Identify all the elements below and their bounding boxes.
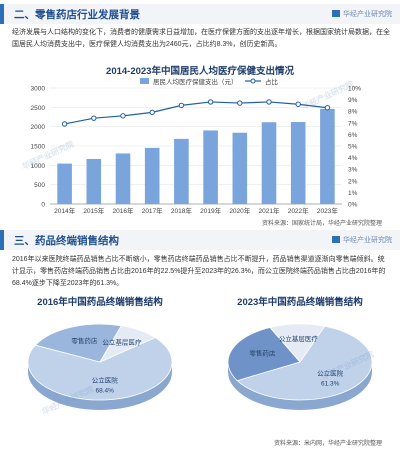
pie-value-label: 61.3% xyxy=(321,381,340,388)
legend-label-line: 占比 xyxy=(265,77,279,86)
line-point xyxy=(237,100,243,106)
series-line xyxy=(64,101,328,125)
section-brand-2: 华经产业研究院 xyxy=(332,235,392,245)
bar xyxy=(203,130,218,204)
pie-slice-label: 公立基层医疗 xyxy=(102,338,142,347)
y-tick-label: 1000 xyxy=(31,163,46,170)
line-point xyxy=(295,101,301,107)
bar xyxy=(290,122,306,204)
bar xyxy=(115,153,131,204)
chart-source-1: 资料来源：国家统计局，华经产业研究院整理 xyxy=(261,221,382,227)
brand-logo-icon xyxy=(332,10,340,17)
pie-slice xyxy=(269,323,326,363)
x-tick-label: 2015年 xyxy=(83,206,104,215)
line-point xyxy=(178,102,185,109)
pie-slice xyxy=(227,327,301,382)
pie-chart-title-2016: 2016年中国药品终端销售结构 xyxy=(37,297,163,308)
section-title-1: 二、零售药店行业发展背景 xyxy=(14,9,140,21)
y2-tick-label: 0% xyxy=(348,202,358,209)
line-point xyxy=(149,109,155,116)
x-tick-label: 2022年 xyxy=(288,206,309,215)
pie-slice-label: 公立医院 xyxy=(92,376,119,385)
pie-slice xyxy=(236,325,373,401)
pie-slice-label: 零售药店 xyxy=(249,349,276,358)
bar xyxy=(320,108,335,204)
x-tick-label: 2016年 xyxy=(113,206,134,215)
y2-tick-label: 1% xyxy=(348,190,358,197)
pie-slice-label: 公立医院 xyxy=(317,369,344,378)
chart-source-2: 资料来源：米内网，华经产业研究院整理 xyxy=(273,441,382,447)
y2-tick-label: 7% xyxy=(348,120,358,127)
y-tick-label: 0 xyxy=(41,202,45,209)
line-point xyxy=(120,113,126,119)
legend-marker-line xyxy=(250,78,256,84)
x-tick-label: 2021年 xyxy=(259,206,280,215)
pie-slice-label: 公立基层医疗 xyxy=(279,334,319,343)
y2-tick-label: 5% xyxy=(348,144,358,151)
line-point xyxy=(324,105,331,111)
bar xyxy=(174,138,189,204)
y2-tick-label: 6% xyxy=(348,132,358,139)
y2-tick-label: 4% xyxy=(348,155,358,162)
brand-logo-icon xyxy=(332,236,340,243)
brand-label: 华经产业研究院 xyxy=(343,11,392,18)
bar-line-chart: 0 500 1000 1500 2000 2500 3000 0% 1% 2% 3% 4% 5% 6% 7%… xyxy=(31,77,362,215)
brand-label: 华经产业研究院 xyxy=(343,237,392,244)
line-point xyxy=(266,99,272,105)
y2-tick-label: 3% xyxy=(348,167,358,174)
y-tick-label: 1500 xyxy=(31,144,46,151)
pie-slice xyxy=(34,323,122,363)
bar xyxy=(86,158,102,204)
y2-tick-label: 8% xyxy=(348,109,358,116)
pie-chart-title-2023: 2023年中国药品终端销售结构 xyxy=(237,297,363,308)
y2-tick-label: 9% xyxy=(348,97,358,104)
pie-slice xyxy=(27,337,173,401)
x-tick-label: 2018年 xyxy=(171,206,192,215)
pie-slice xyxy=(99,325,157,363)
line-point xyxy=(91,115,97,121)
line-point xyxy=(207,99,214,105)
y2-tick-label: 2% xyxy=(348,178,358,185)
pie-value-label: 68.4% xyxy=(96,388,115,395)
x-tick-label: 2014年 xyxy=(54,206,75,215)
y-tick-label: 3000 xyxy=(31,86,46,93)
section-paragraph-2: 2016年以来医院终端药品销售占比不断缩小，零售药店终端药品销售占比不断提升，药… xyxy=(12,256,386,287)
pie-slice-label: 零售药店 xyxy=(71,336,98,345)
section-header-2: 三、药品终端销售结构 华经产业研究院 xyxy=(0,230,400,250)
bar xyxy=(144,147,160,204)
x-tick-label: 2019年 xyxy=(200,206,221,215)
y-tick-label: 500 xyxy=(34,182,45,189)
y-tick-label: 2500 xyxy=(31,105,46,112)
line-point xyxy=(61,121,68,127)
bar xyxy=(261,122,277,204)
y-tick-label: 2000 xyxy=(31,124,46,131)
x-tick-label: 2023年 xyxy=(317,206,338,215)
x-tick-label: 2020年 xyxy=(229,206,250,215)
section-brand-1: 华经产业研究院 xyxy=(332,9,392,19)
y2-tick-label: 10% xyxy=(348,86,361,93)
section-title-2: 三、药品终端销售结构 xyxy=(14,235,119,247)
bar xyxy=(57,163,72,204)
bar-chart-title: 2014-2023年中国居民人均医疗保健支出情况 xyxy=(106,66,294,77)
bar xyxy=(232,132,248,204)
legend-label-bar: 居民人均医疗保健支出（元） xyxy=(153,77,238,86)
pie-chart-2016: 公立医院 68.4% 零售药店 公立基层医疗 xyxy=(27,323,173,410)
section-paragraph-1: 经济发展与人口结构的变化下，消费者的健康需求日益增加，在医疗保健方面的支出逐年增… xyxy=(12,29,390,48)
x-tick-label: 2017年 xyxy=(142,206,163,215)
section-header-1: 二、零售药店行业发展背景 华经产业研究院 xyxy=(0,4,400,24)
legend-swatch-bar xyxy=(140,78,149,84)
